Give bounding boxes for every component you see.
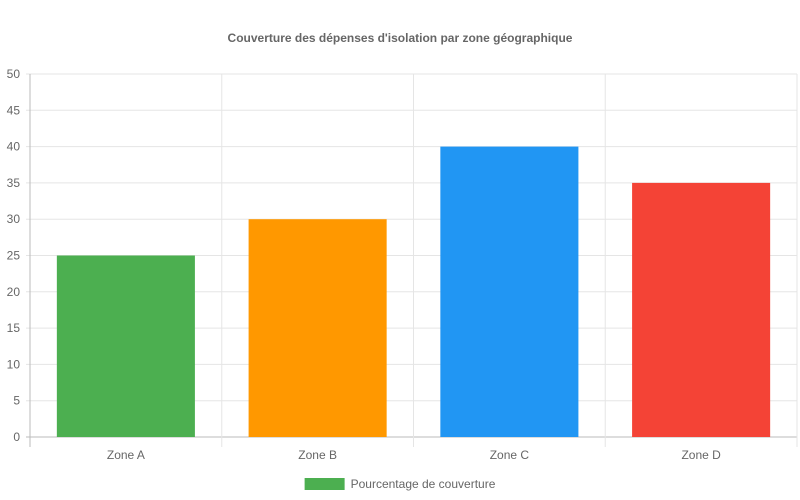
y-tick-label: 45 [7, 103, 21, 117]
x-tick-label: Zone B [298, 448, 337, 462]
y-tick-label: 50 [7, 67, 21, 81]
axes: 0 5 10 15 20 25 30 35 40 45 50 Zone A Zone B Zone C Zo… [7, 67, 721, 462]
chart-title: Couverture des dépenses d'isolation par … [228, 31, 573, 45]
y-tick-label: 10 [7, 357, 21, 371]
legend-label[interactable]: Pourcentage de couverture [351, 477, 496, 491]
y-tick-label: 40 [7, 140, 21, 154]
y-tick-label: 5 [13, 394, 20, 408]
bar-zone-d[interactable] [632, 182, 771, 437]
x-tick-label: Zone C [490, 448, 530, 462]
bar-zone-b[interactable] [248, 219, 387, 437]
legend[interactable]: Pourcentage de couverture [304, 477, 496, 491]
y-tick-label: 35 [7, 176, 21, 190]
legend-swatch[interactable] [304, 478, 345, 490]
y-tick-label: 20 [7, 285, 21, 299]
y-tick-label: 25 [7, 249, 21, 263]
y-tick-label: 0 [13, 430, 20, 444]
x-tick-label: Zone A [107, 448, 145, 462]
bar-zone-a[interactable] [56, 255, 195, 438]
y-tick-label: 30 [7, 212, 21, 226]
x-tick-label: Zone D [681, 448, 721, 462]
bar-zone-c[interactable] [440, 146, 579, 437]
y-tick-label: 15 [7, 321, 21, 335]
bars [56, 146, 771, 438]
